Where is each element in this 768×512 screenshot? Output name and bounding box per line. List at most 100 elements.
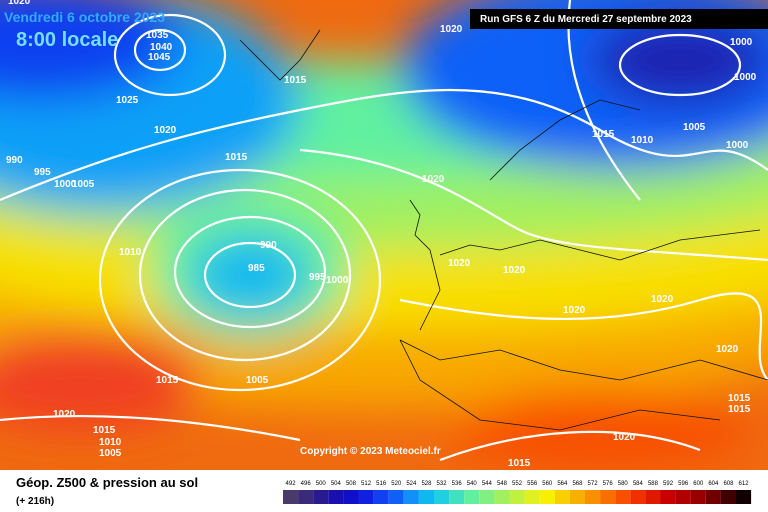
legend-swatch (434, 490, 450, 504)
isobar-label: 1015 (284, 75, 307, 86)
legend-swatch (675, 490, 691, 504)
legend-label: 536 (452, 481, 463, 487)
legend-swatch (494, 490, 510, 504)
legend-swatch (585, 490, 601, 504)
legend-swatch (343, 490, 359, 504)
legend-label: 512 (361, 481, 372, 487)
isobar-label: 1010 (631, 135, 654, 146)
legend-label: 564 (557, 481, 568, 487)
isobar-label: 990 (6, 155, 23, 166)
legend-label: 504 (331, 481, 342, 487)
legend-swatch (600, 490, 616, 504)
footer-title: Géop. Z500 & pression au sol (16, 475, 198, 490)
isobar-label: 1015 (156, 375, 179, 386)
legend-swatch (705, 490, 721, 504)
isobar-label: 1020 (563, 305, 586, 316)
legend-label: 584 (633, 481, 644, 487)
legend-label: 588 (648, 481, 659, 487)
legend-swatch (554, 490, 570, 504)
legend-swatch (418, 490, 434, 504)
legend-swatch (373, 490, 389, 504)
legend-label: 532 (437, 481, 448, 487)
isobar-label: 1010 (99, 437, 122, 448)
legend-swatch (736, 490, 752, 504)
geopotential-field: 1020103510401045101510251020100010001005… (0, 0, 768, 470)
isobar-label: 1035 (146, 30, 169, 41)
legend-swatch (524, 490, 540, 504)
legend-swatch (479, 490, 495, 504)
legend-label: 608 (723, 481, 734, 487)
legend-swatch (539, 490, 555, 504)
legend-label: 580 (618, 481, 629, 487)
isobar-label: 1005 (99, 448, 122, 459)
legend-label: 560 (542, 481, 553, 487)
isobar-label: 1005 (72, 179, 95, 190)
isobar-label: 1020 (440, 24, 463, 35)
isobar-label: 1015 (728, 404, 751, 415)
isobar-label: 1020 (8, 0, 31, 7)
legend-label: 552 (512, 481, 523, 487)
legend-label: 576 (603, 481, 614, 487)
isobar-label: 1000 (734, 72, 757, 83)
legend-swatch (645, 490, 661, 504)
legend-label: 500 (316, 481, 327, 487)
isobar-label: 1005 (683, 122, 706, 133)
isobar-label: 985 (248, 263, 265, 274)
isobar-label: 1020 (503, 265, 526, 276)
isobar-label: 1000 (730, 37, 753, 48)
isobar-label: 1040 (150, 42, 173, 53)
isobar-label: 1000 (326, 275, 349, 286)
isobar-label: 1020 (716, 344, 739, 355)
legend-label: 544 (482, 481, 493, 487)
local-time: 8:00 locale (16, 29, 118, 51)
isobar-label: 1020 (613, 432, 636, 443)
footer-subtitle: (+ 216h) (16, 496, 54, 507)
legend-swatch (403, 490, 419, 504)
isobar-label: 1010 (119, 247, 142, 258)
legend-label: 556 (527, 481, 538, 487)
legend: 492 496 500 504 508 512 516 520 524 528 532 536 540 5… (283, 481, 752, 504)
isobar-label: 1020 (422, 174, 445, 185)
isobar-label: 1015 (225, 152, 248, 163)
isobar-label: 1045 (148, 52, 171, 63)
legend-swatch (615, 490, 631, 504)
isobar-label: 1015 (93, 425, 116, 436)
run-info: Run GFS 6 Z du Mercredi 27 septembre 202… (480, 14, 692, 25)
isobars (0, 0, 768, 462)
isobar-label: 995 (309, 272, 326, 283)
legend-label: 496 (301, 481, 312, 487)
legend-label: 604 (708, 481, 719, 487)
legend-swatch (313, 490, 329, 504)
legend-swatch (660, 490, 676, 504)
legend-swatch (283, 490, 299, 504)
isobar-label: 1000 (726, 140, 749, 151)
isobar-label: 1015 (508, 458, 531, 469)
legend-label: 596 (678, 481, 689, 487)
legend-swatch (328, 490, 344, 504)
legend-swatch (720, 490, 736, 504)
isobar-label: 1020 (448, 258, 471, 269)
isobar-label: 1025 (116, 95, 139, 106)
legend-label: 508 (346, 481, 357, 487)
isobar-label: 1015 (728, 393, 751, 404)
legend-swatch (690, 490, 706, 504)
legend-swatch (569, 490, 585, 504)
legend-swatch (630, 490, 646, 504)
legend-label: 520 (391, 481, 402, 487)
legend-label: 492 (286, 481, 297, 487)
legend-label: 540 (467, 481, 478, 487)
legend-label: 572 (588, 481, 599, 487)
legend-label: 548 (497, 481, 508, 487)
date: Vendredi 6 octobre 2023 (4, 9, 165, 25)
isobar-label: 1020 (53, 409, 76, 420)
legend-label: 528 (421, 481, 432, 487)
legend-label: 568 (572, 481, 583, 487)
legend-label: 516 (376, 481, 387, 487)
legend-label: 592 (663, 481, 674, 487)
copyright: Copyright © 2023 Meteociel.fr (300, 446, 441, 457)
isobar-label: 1000 (54, 179, 77, 190)
legend-swatch (388, 490, 404, 504)
legend-swatch (464, 490, 480, 504)
